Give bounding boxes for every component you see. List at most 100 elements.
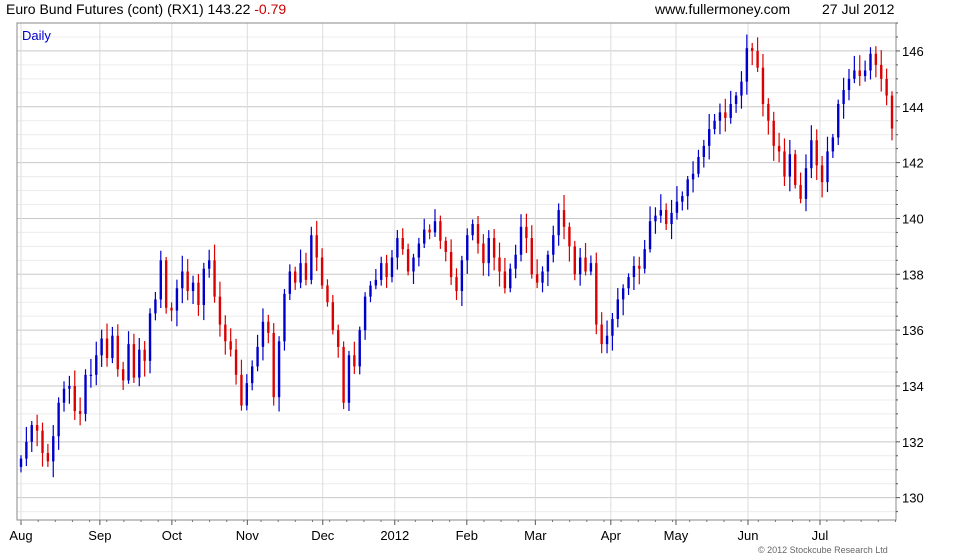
price-bar [272, 323, 275, 406]
y-tick-label: 134 [902, 379, 924, 394]
y-tick-label: 140 [902, 211, 924, 226]
price-bar [105, 323, 109, 367]
price-bar [358, 326, 361, 375]
price-bar [466, 228, 469, 274]
x-tick-label: May [664, 528, 689, 543]
price-bar [578, 247, 582, 286]
website-link[interactable]: www.fullermoney.com [655, 1, 791, 17]
chart-date: 27 Jul 2012 [822, 1, 895, 17]
price-bar [331, 294, 335, 335]
price-bar [143, 341, 146, 377]
copyright-footer: © 2012 Stockcube Research Ltd [758, 545, 888, 555]
price-bar [783, 138, 786, 186]
price-bar [772, 111, 775, 161]
price-bar [729, 90, 732, 124]
price-bar [52, 425, 55, 478]
price-bar [519, 214, 523, 262]
price-bar [670, 199, 673, 240]
price-change: -0.79 [254, 1, 287, 17]
price-bar [374, 269, 378, 290]
price-bar [412, 253, 415, 285]
price-bar [745, 34, 749, 95]
price-bar [417, 237, 421, 267]
price-bar [858, 55, 861, 86]
price-bar [73, 370, 76, 420]
price-bar [261, 308, 265, 361]
price-bar [283, 289, 286, 351]
price-bar [482, 234, 485, 276]
price-bar [35, 414, 39, 447]
price-bar [396, 230, 399, 270]
price-bar [837, 99, 840, 145]
last-price: 143.22 [207, 1, 251, 17]
price-bar [428, 224, 431, 240]
x-tick-label: Jun [737, 528, 758, 543]
price-bar [847, 68, 851, 101]
x-tick-label: Nov [236, 528, 260, 543]
y-tick-label: 138 [902, 267, 924, 282]
price-bar [181, 255, 184, 304]
price-bar [294, 266, 297, 290]
price-bar [218, 281, 222, 337]
price-bar [675, 186, 679, 220]
price-bar [234, 338, 238, 385]
price-bar [530, 225, 533, 279]
price-bar [514, 244, 517, 279]
price-bar [138, 338, 141, 387]
price-bar [616, 288, 619, 328]
price-bar [874, 46, 878, 78]
price-bar [159, 250, 162, 309]
price-bar [627, 273, 630, 295]
y-tick-label: 132 [902, 435, 924, 450]
chart-grid [17, 22, 896, 520]
y-tick-label: 136 [902, 323, 924, 338]
y-tick-label: 142 [902, 156, 924, 171]
price-bar [777, 132, 781, 163]
price-bar [315, 220, 318, 272]
price-bar [95, 341, 98, 386]
price-bar [444, 236, 447, 262]
price-bar [121, 361, 125, 390]
price-bar [326, 279, 329, 307]
price-bar [648, 206, 652, 253]
x-tick-label: Oct [162, 528, 183, 543]
price-bar [600, 312, 603, 354]
price-bar [132, 333, 136, 383]
price-bar [267, 314, 270, 344]
price-bar [799, 172, 802, 204]
price-bar [423, 218, 426, 249]
price-bar [207, 249, 211, 278]
price-bar [724, 98, 727, 132]
price-bar [584, 242, 587, 276]
price-bar [111, 326, 114, 364]
price-bar [788, 139, 792, 192]
instrument-name: Euro Bund Futures (cont) (RX1) [6, 1, 204, 17]
price-bar [756, 37, 759, 73]
price-bar [589, 255, 593, 276]
price-bar [30, 420, 33, 452]
price-bar [686, 175, 689, 210]
price-bar [84, 369, 87, 422]
price-bar [492, 229, 496, 271]
price-bar [611, 313, 614, 351]
price-bar [191, 275, 195, 305]
price-bar [256, 334, 259, 372]
price-bar [509, 263, 512, 293]
price-bar [100, 329, 103, 367]
x-tick-label: Mar [524, 528, 547, 543]
price-bar [299, 249, 302, 289]
price-bar [164, 256, 168, 314]
price-bar [41, 422, 44, 467]
price-bar [46, 443, 50, 467]
price-bar [78, 397, 82, 426]
price-bar [476, 215, 480, 254]
price-bar [568, 222, 571, 262]
x-tick-label: 2012 [380, 528, 409, 543]
price-bar [213, 244, 216, 303]
price-bar [638, 256, 641, 285]
price-bar [734, 92, 738, 113]
price-bar [369, 281, 372, 303]
price-bar [525, 213, 528, 254]
price-bar [691, 161, 695, 193]
x-tick-label: Aug [9, 528, 32, 543]
